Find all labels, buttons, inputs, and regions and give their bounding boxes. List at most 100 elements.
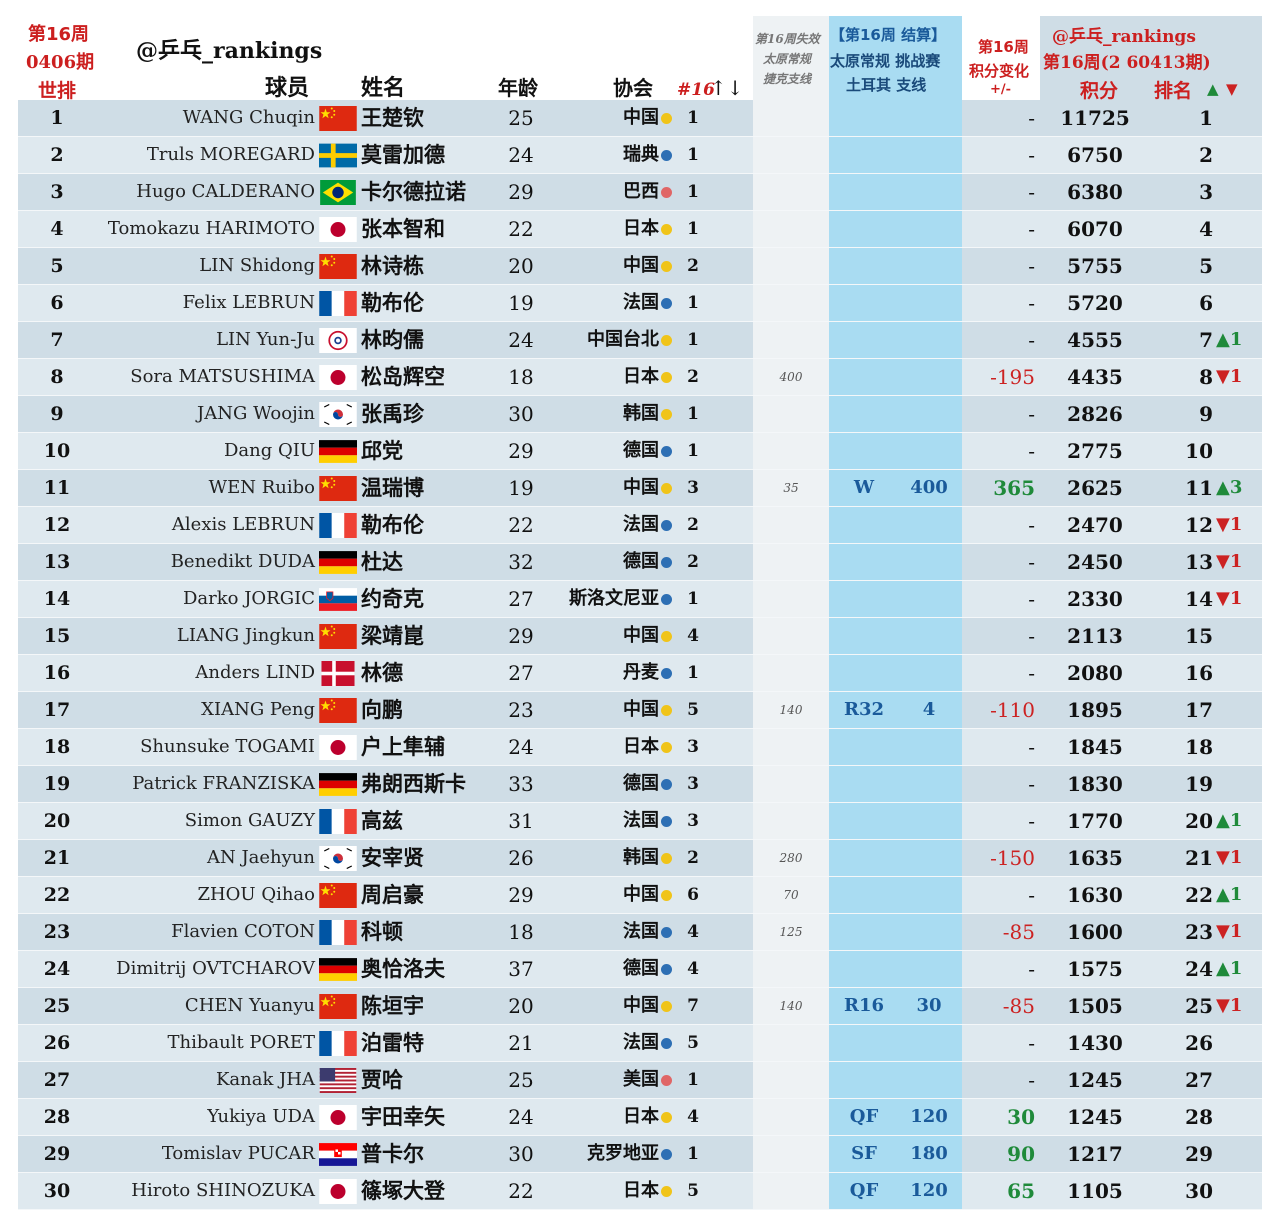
lost-column-bg xyxy=(753,840,829,876)
lost-column-bg xyxy=(753,1062,829,1098)
association-dot-icon xyxy=(661,890,672,901)
points-change: - xyxy=(1028,772,1035,796)
assoc-order: 1 xyxy=(687,1070,699,1090)
world-rank: 13 xyxy=(43,551,71,573)
player-name-cn: 邱党 xyxy=(361,439,403,463)
association-dot-icon xyxy=(661,927,672,938)
se-flag-icon xyxy=(319,143,357,168)
points: 1217 xyxy=(1067,1142,1123,1166)
association: 中国 xyxy=(623,995,659,1016)
assoc-order: 1 xyxy=(687,441,699,461)
world-rank: 23 xyxy=(43,921,71,943)
lost-column-bg xyxy=(753,1136,829,1172)
new-rank: 20 xyxy=(1185,809,1213,833)
settle-round xyxy=(829,877,899,913)
points: 4435 xyxy=(1067,365,1123,389)
lost-points xyxy=(753,766,829,802)
association: 中国 xyxy=(623,477,659,498)
col-age: 年龄 xyxy=(498,76,538,100)
world-rank: 30 xyxy=(43,1180,71,1202)
row-background xyxy=(18,1099,1262,1135)
new-rank: 8 xyxy=(1199,365,1213,389)
lost-column-bg xyxy=(753,1025,829,1061)
settle-column-bg xyxy=(829,840,962,876)
lost-points xyxy=(753,211,829,247)
player-age: 32 xyxy=(508,550,534,574)
association: 韩国 xyxy=(623,847,659,868)
table-body: 1 WANG Chuqin 王楚钦 25 中国 1-11725 1 2 Truls MOREGA… xyxy=(18,100,1262,1210)
assoc-order: 2 xyxy=(687,515,699,535)
settle-points xyxy=(899,359,959,395)
points-change: -110 xyxy=(990,698,1035,722)
association-dot-icon xyxy=(661,557,672,568)
player-name-en: Benedikt DUDA xyxy=(170,551,315,572)
table-row: 24 Dimitrij OVTCHAROV 奥恰洛夫 37 德国 4-1575 24 ▲1 xyxy=(18,951,1262,988)
settle-points xyxy=(899,544,959,580)
player-name-cn: 杜达 xyxy=(361,550,403,574)
assoc-order: 2 xyxy=(687,848,699,868)
header-week: 第16周 xyxy=(28,24,90,45)
settle-column-bg xyxy=(829,766,962,802)
player-name-en: Kanak JHA xyxy=(215,1069,315,1090)
settle-column-bg xyxy=(829,174,962,210)
settle-round xyxy=(829,544,899,580)
kr-flag-icon xyxy=(319,846,357,871)
player-age: 18 xyxy=(508,365,534,389)
lost-header xyxy=(753,16,829,100)
settle-round xyxy=(829,433,899,469)
change-sign: +/- xyxy=(990,82,1012,97)
association: 德国 xyxy=(623,773,659,794)
row-background xyxy=(18,877,1262,913)
table-row: 9 JANG Woojin 张禹珍 30 韩国 1 - 2826 9 xyxy=(18,396,1262,433)
new-rank: 14 xyxy=(1185,587,1213,611)
settle-header xyxy=(829,16,962,100)
lost-column-bg xyxy=(753,655,829,691)
settle-points xyxy=(899,248,959,284)
association: 法国 xyxy=(623,810,659,831)
assoc-order: 3 xyxy=(687,774,699,794)
new-rank: 5 xyxy=(1199,254,1213,278)
assoc-order: 1 xyxy=(687,219,699,239)
settle-sub1: 太原常规 挑战赛 xyxy=(830,52,941,70)
rank-movement: ▼1 xyxy=(1216,995,1243,1016)
new-rank: 1 xyxy=(1199,106,1213,130)
lost-points xyxy=(753,1099,829,1135)
lost-points xyxy=(753,544,829,580)
player-name-cn: 普卡尔 xyxy=(361,1142,424,1166)
table-row: 11 WEN Ruibo 温瑞博 19 中国 3 35 W 400 365 2625 11 ▲3 xyxy=(18,470,1262,507)
points-change: - xyxy=(1028,143,1035,167)
player-age: 30 xyxy=(508,402,534,426)
col-no16-arrows: ↑↓ xyxy=(710,76,744,100)
lost-column-bg xyxy=(753,100,829,136)
points-change: - xyxy=(1028,809,1035,833)
lost-points: 280 xyxy=(779,851,803,865)
player-name-cn: 泊雷特 xyxy=(361,1031,424,1055)
points-change: - xyxy=(1028,402,1035,426)
row-background xyxy=(18,470,1262,506)
association: 法国 xyxy=(623,921,659,942)
settle-points xyxy=(899,877,959,913)
points: 1430 xyxy=(1067,1031,1123,1055)
rank-movement: ▼1 xyxy=(1216,847,1243,868)
new-rank: 24 xyxy=(1185,957,1213,981)
world-rank: 28 xyxy=(43,1106,71,1128)
settle-round xyxy=(829,803,899,839)
player-name-cn: 奥恰洛夫 xyxy=(361,957,445,981)
player-name-cn: 林诗栋 xyxy=(361,254,424,278)
settle-points xyxy=(899,1025,959,1061)
player-age: 21 xyxy=(508,1031,534,1055)
settle-points: 180 xyxy=(910,1143,948,1164)
table-header: 第16周 0406期 世排 @乒乓_rankings 球员 姓名 年龄 协会 #… xyxy=(18,16,1262,102)
table-row: 6 Felix LEBRUN 勒布伦 19 法国 1 - 5720 6 xyxy=(18,285,1262,322)
player-age: 19 xyxy=(508,476,534,500)
row-background xyxy=(18,692,1262,728)
association-dot-icon xyxy=(661,298,672,309)
world-rank: 27 xyxy=(43,1069,71,1091)
world-rank: 29 xyxy=(43,1143,71,1165)
new-rank: 12 xyxy=(1185,513,1213,537)
settle-column-bg xyxy=(829,1136,962,1172)
world-rank: 20 xyxy=(43,810,71,832)
rank-movement: ▲1 xyxy=(1216,884,1243,905)
player-name-en: JANG Woojin xyxy=(197,403,315,424)
rank-movement: ▲1 xyxy=(1216,958,1243,979)
